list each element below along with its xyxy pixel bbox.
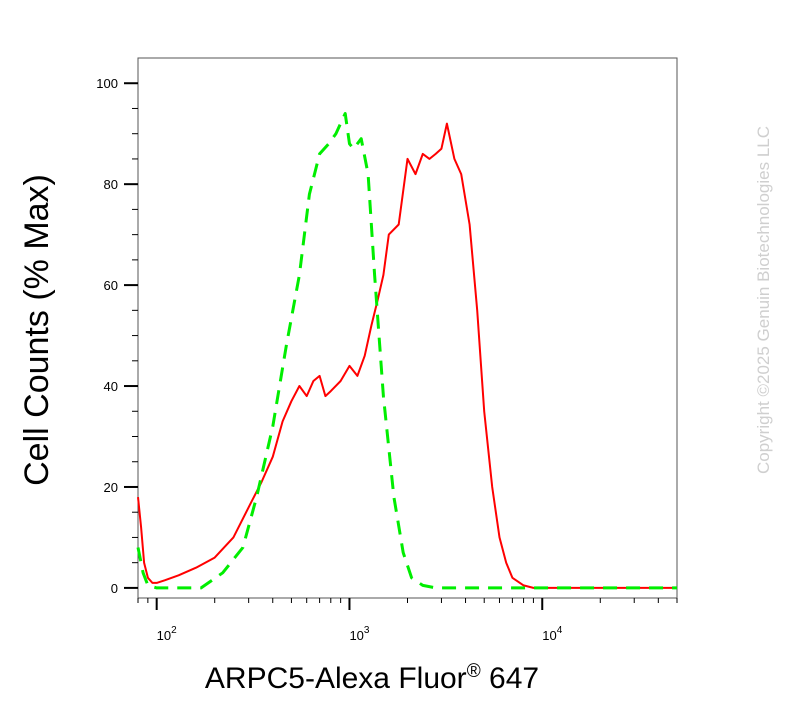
y-tick-label: 40 [104,379,118,394]
x-axis-title: ARPC5-Alexa Fluor® 647 [205,661,539,695]
series-layer [136,112,677,590]
y-tick-label: 60 [104,278,118,293]
plot-area: 0 20 40 60 80 100 102 103 104 [96,57,678,643]
copyright-watermark: Copyright ©2025 Genuin Biotechnologies L… [754,126,773,474]
x-axis-title-registered: ® [467,661,481,682]
y-axis-title: Cell Counts (% Max) [18,174,56,486]
y-tick-label: 100 [96,76,118,91]
x-tick-label: 103 [349,625,369,643]
y-tick-label: 0 [111,581,118,596]
series-line-2 [136,112,677,590]
x-axis: 102 103 104 [137,598,678,643]
y-axis: 0 20 40 60 80 100 [96,76,138,596]
plot-frame [137,57,678,599]
x-axis-title-suffix: 647 [481,662,539,695]
x-tick-label: 104 [542,625,562,643]
series-line-1 [137,122,677,589]
x-axis-title-main: ARPC5-Alexa Fluor [205,662,467,695]
y-tick-label: 80 [104,177,118,192]
y-tick-label: 20 [104,480,118,495]
x-tick-label: 102 [157,625,177,643]
